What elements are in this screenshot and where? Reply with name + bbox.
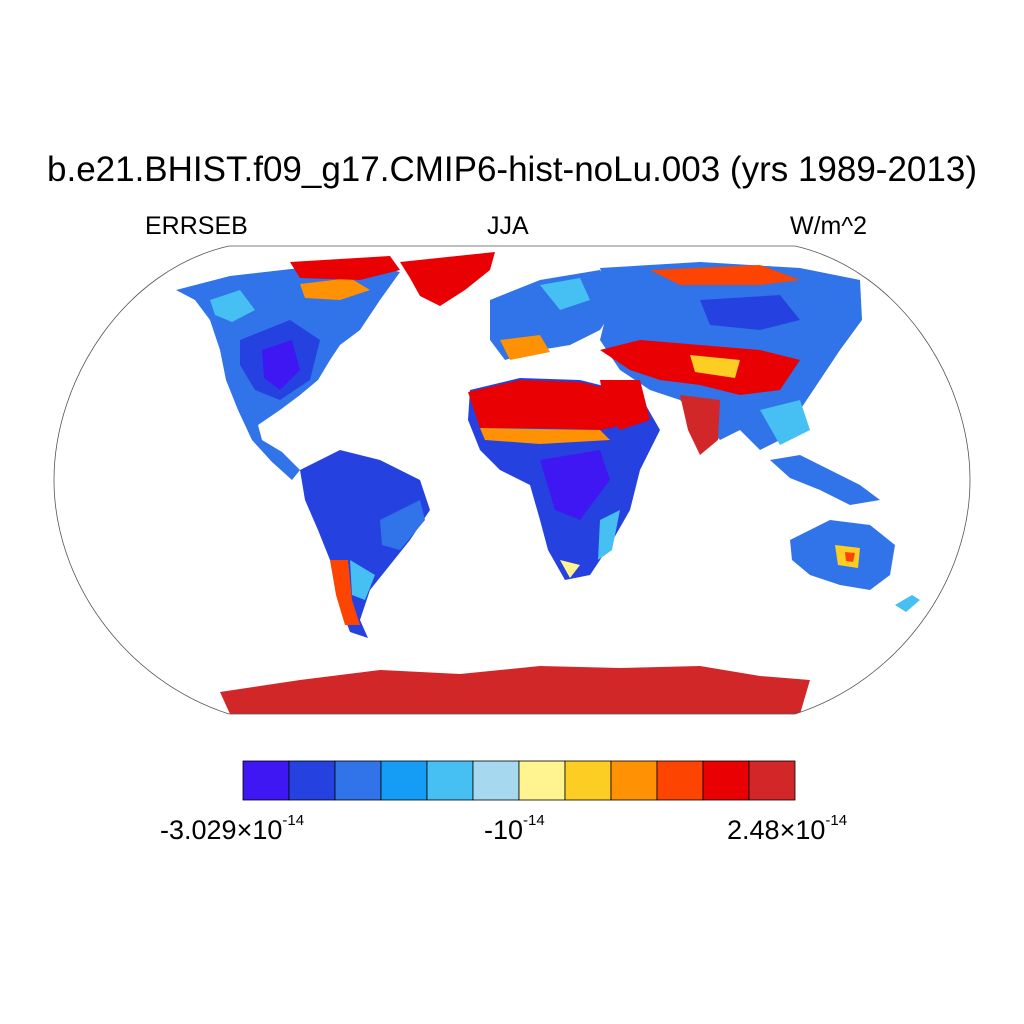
colorbar-box [472,760,520,801]
plot-title: b.e21.BHIST.f09_g17.CMIP6-hist-noLu.003 … [47,150,977,189]
units-label: W/m^2 [790,212,868,240]
map-outline [53,245,971,715]
colorbar-box [426,760,474,801]
colorbar-box [288,760,336,801]
new-zealand [895,595,920,612]
variable-name: ERRSEB [145,212,248,240]
colorbar-box [380,760,428,801]
colorbar-min-label: -3.029×10-14 [160,812,305,845]
colorbar-box [518,760,566,801]
colorbar-mid-label: -10-14 [484,812,545,845]
south-america [300,450,430,638]
colorbar-max-label: 2.48×10-14 [727,812,848,845]
maritime-continent [770,455,880,505]
season-label: JJA [487,212,529,240]
colorbar-box [748,760,796,801]
colorbar [242,760,796,801]
greenland [400,252,495,306]
colorbar-box [702,760,750,801]
antarctica [220,666,810,714]
colorbar-box [334,760,382,801]
colorbar-box [564,760,612,801]
land-field [176,252,920,714]
colorbar-box [656,760,704,801]
colorbar-box [610,760,658,801]
colorbar-box [242,760,290,801]
